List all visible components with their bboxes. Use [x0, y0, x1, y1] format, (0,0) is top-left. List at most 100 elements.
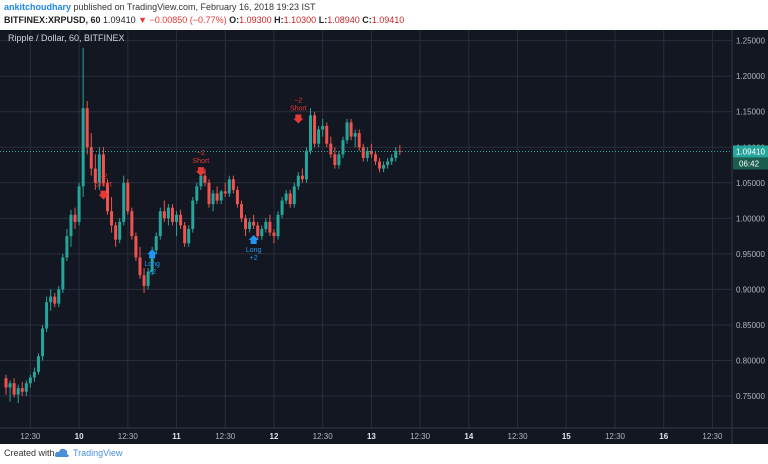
candle-body[interactable]	[203, 175, 207, 183]
candle-body[interactable]	[223, 191, 227, 194]
candle-body[interactable]	[89, 147, 93, 169]
candle-body[interactable]	[24, 383, 28, 392]
candle-body[interactable]	[8, 383, 12, 388]
candle-body[interactable]	[361, 147, 365, 158]
candle-body[interactable]	[345, 122, 349, 141]
candle-body[interactable]	[36, 356, 40, 372]
candle-body[interactable]	[85, 108, 89, 148]
candle-body[interactable]	[329, 143, 333, 155]
candle-body[interactable]	[101, 154, 105, 183]
candle-body[interactable]	[378, 161, 382, 169]
candle-body[interactable]	[118, 221, 122, 240]
candle-body[interactable]	[77, 186, 81, 222]
candle-body[interactable]	[300, 175, 304, 180]
candle-body[interactable]	[264, 221, 268, 229]
price-axis[interactable]: 1.250001.200001.150001.100001.050001.000…	[736, 37, 765, 401]
candle-body[interactable]	[252, 221, 256, 226]
candle-body[interactable]	[309, 115, 312, 151]
candle-body[interactable]	[239, 204, 243, 219]
candle-body[interactable]	[81, 108, 85, 187]
candle-body[interactable]	[313, 115, 317, 144]
candle-body[interactable]	[280, 200, 284, 215]
candle-body[interactable]	[142, 275, 146, 286]
candles[interactable]	[0, 47, 732, 404]
candle-body[interactable]	[122, 182, 126, 222]
candle-body[interactable]	[130, 211, 134, 237]
candle-body[interactable]	[390, 157, 394, 162]
candle-body[interactable]	[16, 388, 20, 395]
candle-body[interactable]	[191, 200, 195, 229]
candle-body[interactable]	[284, 193, 288, 201]
candle-body[interactable]	[195, 186, 199, 201]
candle-body[interactable]	[276, 214, 280, 237]
candle-body[interactable]	[93, 168, 97, 183]
candle-body[interactable]	[57, 289, 61, 304]
candle-body[interactable]	[341, 140, 345, 155]
candle-body[interactable]	[394, 150, 398, 158]
candle-body[interactable]	[235, 189, 239, 205]
candle-body[interactable]	[288, 193, 292, 205]
candle-body[interactable]	[382, 165, 386, 169]
candle-body[interactable]	[386, 161, 390, 166]
candle-body[interactable]	[110, 211, 114, 226]
candle-body[interactable]	[187, 229, 191, 244]
candle-body[interactable]	[268, 221, 272, 233]
candle-body[interactable]	[373, 154, 377, 162]
candle-body[interactable]	[61, 257, 65, 290]
candle-body[interactable]	[158, 211, 162, 237]
candle-body[interactable]	[97, 154, 101, 183]
candle-body[interactable]	[349, 122, 353, 137]
candle-body[interactable]	[126, 182, 130, 212]
candle-body[interactable]	[32, 371, 36, 378]
time-axis[interactable]: 12:30 10 12:30 11 12:30 12 12:30 13 12:30 14 12:30…	[20, 432, 723, 441]
candle-body[interactable]	[260, 229, 264, 237]
candle-body[interactable]	[73, 214, 77, 222]
candle-body[interactable]	[138, 257, 142, 276]
candle-body[interactable]	[12, 383, 16, 395]
tradingview-brand[interactable]: TradingView	[73, 448, 123, 458]
candle-body[interactable]	[49, 296, 53, 303]
candle-body[interactable]	[114, 225, 118, 240]
candle-body[interactable]	[106, 182, 109, 212]
candle-body[interactable]	[296, 175, 300, 187]
candle-body[interactable]	[199, 175, 203, 187]
candle-body[interactable]	[292, 186, 296, 205]
candle-body[interactable]	[207, 182, 211, 205]
candle-body[interactable]	[353, 133, 357, 137]
candle-body[interactable]	[369, 150, 373, 155]
candle-body[interactable]	[256, 225, 260, 237]
candle-body[interactable]	[248, 221, 252, 229]
candle-body[interactable]	[175, 214, 179, 222]
candle-body[interactable]	[215, 193, 219, 201]
candle-body[interactable]	[365, 150, 369, 158]
candle-body[interactable]	[219, 191, 223, 201]
candle-body[interactable]	[333, 154, 337, 166]
candle-body[interactable]	[244, 218, 248, 229]
candle-body[interactable]	[65, 236, 69, 258]
candle-body[interactable]	[272, 232, 276, 237]
candle-body[interactable]	[53, 296, 57, 304]
candle-body[interactable]	[321, 125, 325, 130]
candle-body[interactable]	[179, 214, 183, 226]
candle-body[interactable]	[41, 328, 45, 357]
candle-body[interactable]	[154, 236, 158, 251]
candle-body[interactable]	[150, 250, 154, 272]
candle-body[interactable]	[4, 378, 8, 388]
candle-body[interactable]	[183, 225, 187, 244]
candle-body[interactable]	[304, 150, 308, 180]
candle-body[interactable]	[317, 129, 321, 144]
candle-body[interactable]	[69, 214, 73, 237]
candle-body[interactable]	[166, 207, 170, 219]
candle-body[interactable]	[20, 388, 24, 392]
candle-body[interactable]	[162, 211, 166, 219]
candle-body[interactable]	[134, 236, 138, 258]
candle-body[interactable]	[28, 377, 32, 384]
candle-body[interactable]	[227, 179, 231, 194]
candle-body[interactable]	[170, 207, 174, 222]
author-link[interactable]: ankitchoudhary	[4, 2, 72, 12]
candle-body[interactable]	[231, 179, 235, 190]
candle-body[interactable]	[337, 154, 341, 166]
candle-body[interactable]	[325, 125, 329, 144]
candle-body[interactable]	[45, 302, 49, 329]
